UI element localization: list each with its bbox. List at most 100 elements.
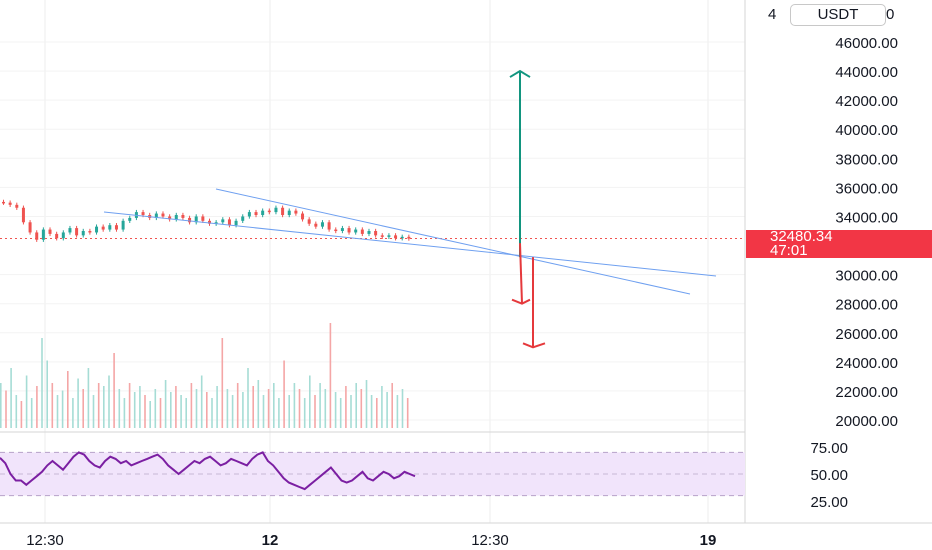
candle-body — [2, 201, 5, 204]
candle — [174, 212, 178, 222]
volume-bar — [180, 395, 182, 428]
candle — [267, 208, 271, 215]
candle-body — [154, 213, 158, 218]
volume-bar — [25, 375, 28, 428]
candle — [247, 209, 251, 219]
target-down-arrow-1 — [519, 243, 523, 304]
volume-bar — [15, 395, 18, 428]
volume-bar — [236, 383, 239, 428]
candle-body — [234, 220, 238, 226]
currency-selector[interactable]: USDT — [790, 4, 886, 26]
candle-body — [287, 210, 291, 216]
candle-body — [101, 226, 105, 230]
volume-bar — [376, 398, 378, 428]
rsi-tick-label: 50.00 — [810, 467, 848, 484]
time-tick-label: 19 — [700, 532, 717, 549]
volume-bar — [355, 383, 357, 428]
chart-drawings[interactable] — [103, 69, 717, 349]
volume-bar — [159, 398, 162, 428]
price-tick-label: 20000.00 — [835, 413, 898, 430]
candle-body — [181, 215, 185, 218]
volume-bar — [406, 398, 409, 428]
candle — [181, 212, 185, 221]
volume-bar — [200, 375, 203, 428]
candle — [28, 220, 32, 235]
candle — [68, 225, 72, 235]
candle-body — [340, 228, 344, 231]
volume-bar — [314, 395, 316, 428]
candle-body — [360, 229, 364, 234]
volume-bar — [211, 398, 213, 428]
candle — [95, 224, 99, 235]
price-tick-label: 26000.00 — [835, 326, 898, 343]
candle-body — [380, 235, 384, 237]
price-label-top-partial-right: 0 — [886, 6, 894, 23]
candle-body — [407, 236, 411, 239]
candle-body — [8, 202, 12, 205]
time-tick-label: 12:30 — [26, 532, 64, 549]
candle-body — [141, 212, 145, 216]
candle-body — [121, 220, 125, 230]
target-up-arrowhead — [509, 69, 531, 78]
candle — [261, 208, 265, 218]
candle-body — [168, 216, 172, 220]
candle-body — [394, 235, 398, 239]
volume-bar — [298, 389, 301, 428]
price-tick-label: 28000.00 — [835, 297, 898, 314]
volume-bar — [170, 392, 172, 428]
volume-bar — [118, 389, 121, 428]
volume-bar — [51, 383, 54, 428]
price-tick-label: 24000.00 — [835, 355, 898, 372]
volume-bar — [247, 368, 249, 428]
volume-bar — [185, 398, 187, 428]
volume-bar — [82, 389, 84, 428]
volume-bar — [339, 398, 342, 428]
rsi-axis: 75.00 50.00 25.00 — [810, 440, 848, 511]
candle-body — [254, 212, 258, 216]
volume-bar — [67, 371, 69, 428]
volume-bar — [309, 375, 311, 428]
candle — [340, 225, 344, 234]
volume-bar — [360, 389, 363, 428]
volume-bar — [350, 395, 352, 428]
candle — [360, 227, 364, 237]
candle-body — [201, 216, 205, 221]
volume-bar — [329, 323, 332, 428]
chart-grid — [0, 0, 932, 524]
volume-bar — [231, 395, 234, 428]
candle-body — [81, 231, 85, 236]
price-tick-label: 42000.00 — [835, 93, 898, 110]
candle-body — [55, 233, 59, 239]
candle — [327, 220, 331, 232]
time-axis[interactable]: 12:30 12 12:30 19 — [26, 532, 716, 549]
candle — [2, 199, 5, 205]
volume-bar — [386, 392, 388, 428]
volume-bar — [97, 383, 100, 428]
candle-body — [114, 225, 118, 230]
candle-body — [274, 207, 278, 213]
candle-body — [108, 225, 112, 230]
price-axis[interactable]: 4 0 46000.00 44000.00 42000.00 40000.00 38000.… — [768, 6, 898, 430]
candle — [48, 227, 52, 237]
candle — [128, 215, 132, 224]
volume-bar — [334, 392, 337, 428]
volume-bar — [195, 389, 198, 428]
volume-bar — [123, 398, 126, 428]
candle-body — [221, 219, 225, 223]
volume-bar — [267, 389, 270, 428]
candle — [367, 228, 371, 237]
volume-bar — [164, 380, 167, 428]
candle — [221, 217, 225, 225]
price-tick-label: 36000.00 — [835, 180, 898, 197]
candle — [154, 211, 158, 221]
candle-body — [281, 207, 285, 216]
candle-body — [294, 210, 298, 214]
price-tick-label: 34000.00 — [835, 209, 898, 226]
target-down-arrowhead-2 — [522, 342, 546, 349]
trendline-lower — [103, 211, 717, 277]
candlestick-series — [0, 199, 745, 242]
target-down-arrowhead-1 — [511, 298, 531, 305]
candle-body — [188, 217, 192, 223]
currency-label: USDT — [817, 6, 859, 23]
